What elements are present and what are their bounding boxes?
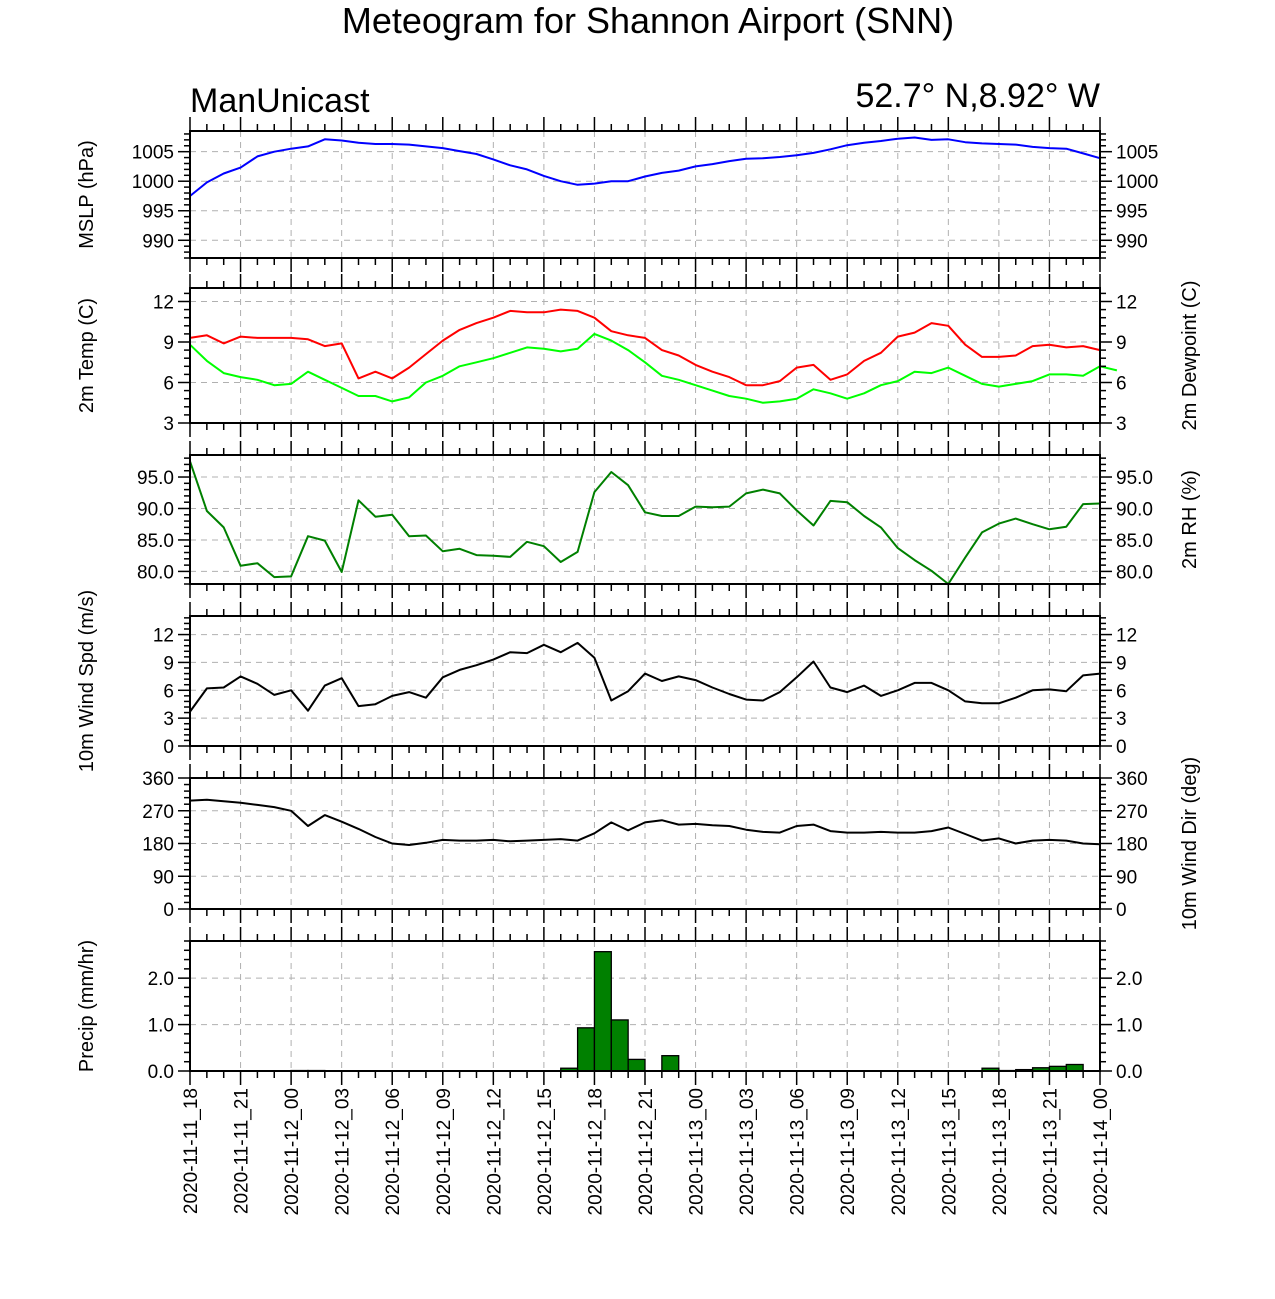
y-tick-label-left: 95.0 (137, 468, 174, 489)
y-tick-label-right: 9 (1116, 653, 1127, 674)
panel-6: 0.0 0.0 1.0 1.0 2.0 2.0 Precip (mm/hr) (76, 927, 1142, 1085)
y-tick-label-left: 1000 (132, 172, 174, 193)
panel-frame (189, 454, 1101, 585)
y-tick-label-left: 90.0 (137, 499, 174, 520)
panel-3: 80.0 80.0 85.0 85.0 90.0 90.0 95.0 95.0 2m RH (%… (137, 441, 1201, 598)
y-tick-label-right: 1005 (1116, 143, 1158, 164)
x-tick-label: 2020-11-13_12 (889, 1088, 910, 1215)
y-tick-label-left: 6 (163, 681, 174, 702)
precip-bar (610, 1019, 629, 1072)
y-tick-label-right: 995 (1116, 202, 1148, 223)
panel-frame (189, 130, 1101, 259)
panel-2: 3 3 6 6 9 9 12 12 2m Temp (C) 2m Dewpoint (C) (76, 274, 1201, 437)
wind-series-line (189, 641, 1101, 713)
y-tick-label-left: 180 (142, 835, 174, 856)
y-axis-label-left: MSLP (hPa) (76, 140, 98, 249)
y-tick-label-left: 0.0 (148, 1062, 174, 1083)
x-tick-label: 2020-11-13_00 (687, 1088, 708, 1215)
x-tick-label: 2020-11-14_00 (1091, 1088, 1112, 1215)
x-tick-label: 2020-11-11_18 (181, 1088, 202, 1214)
y-tick-label-right: 0 (1116, 737, 1127, 758)
y-tick-label-left: 990 (142, 231, 174, 252)
y-axis-label-right: 2m RH (%) (1179, 470, 1201, 569)
temp-series-line (189, 308, 1101, 387)
y-tick-label-left: 85.0 (137, 531, 174, 552)
x-tick-label: 2020-11-12_12 (484, 1088, 505, 1215)
x-tick-label: 2020-11-12_06 (383, 1088, 404, 1215)
x-tick-label: 2020-11-11_21 (232, 1088, 253, 1214)
y-tick-label-left: 270 (142, 802, 174, 823)
x-tick-label: 2020-11-13_15 (939, 1088, 960, 1215)
y-axis-label-right: 2m Dewpoint (C) (1179, 280, 1201, 430)
y-tick-label-right: 6 (1116, 681, 1127, 702)
station-name: ManUnicast (190, 82, 370, 120)
y-tick-label-right: 3 (1116, 709, 1127, 730)
x-tick-label: 2020-11-13_06 (788, 1088, 809, 1215)
y-tick-label-right: 90.0 (1116, 499, 1153, 520)
y-tick-label-left: 2.0 (148, 969, 174, 990)
y-tick-label-right: 95.0 (1116, 468, 1153, 489)
y-axis-label-left: 10m Wind Spd (m/s) (76, 590, 98, 772)
y-tick-label-right: 0.0 (1116, 1062, 1142, 1083)
station-coordinates: 52.7° N,8.92° W (855, 77, 1100, 115)
precip-bar (593, 951, 612, 1072)
y-tick-label-right: 360 (1116, 769, 1148, 790)
y-tick-label-left: 1.0 (148, 1016, 174, 1037)
y-tick-label-left: 12 (153, 293, 174, 314)
panel-1: 990 990 995 995 1000 1000 1005 1005 MSLP (hPa) (76, 117, 1158, 272)
y-tick-label-left: 6 (163, 374, 174, 395)
y-tick-label-left: 3 (163, 709, 174, 730)
panel-5: 0 0 90 90 180 180 270 270 360 360 10m Wind Dir (de… (142, 757, 1201, 930)
x-tick-label: 2020-11-12_21 (636, 1088, 657, 1215)
y-tick-label-left: 9 (163, 333, 174, 354)
y-tick-label-right: 12 (1116, 626, 1137, 647)
pressure-series-line (189, 136, 1101, 197)
x-tick-label: 2020-11-13_03 (737, 1088, 758, 1215)
y-tick-label-left: 9 (163, 653, 174, 674)
y-tick-label-right: 80.0 (1116, 562, 1153, 583)
x-tick-label: 2020-11-12_03 (333, 1088, 354, 1215)
x-tick-label: 2020-11-12_18 (585, 1088, 606, 1215)
y-axis-label-right: 10m Wind Dir (deg) (1179, 757, 1201, 930)
precip-bar (661, 1055, 680, 1072)
y-tick-label-left: 1005 (132, 143, 174, 164)
y-tick-label-left: 80.0 (137, 562, 174, 583)
y-tick-label-right: 1000 (1116, 172, 1158, 193)
y-tick-label-left: 0 (163, 900, 174, 921)
y-tick-label-right: 12 (1116, 293, 1137, 314)
wind-series-line (189, 798, 1101, 846)
dewpoint-series-line (189, 332, 1118, 404)
x-tick-label: 2020-11-13_18 (990, 1088, 1011, 1215)
x-tick-label: 2020-11-13_09 (838, 1088, 859, 1215)
y-tick-label-right: 180 (1116, 835, 1148, 856)
y-tick-label-right: 9 (1116, 333, 1127, 354)
y-tick-label-right: 3 (1116, 414, 1127, 435)
y-tick-label-left: 995 (142, 202, 174, 223)
y-tick-label-left: 0 (163, 737, 174, 758)
y-tick-label-left: 12 (153, 626, 174, 647)
y-tick-label-right: 990 (1116, 231, 1148, 252)
x-tick-label: 2020-11-13_21 (1040, 1088, 1061, 1215)
y-tick-label-right: 270 (1116, 802, 1148, 823)
y-tick-label-left: 360 (142, 769, 174, 790)
x-tick-label: 2020-11-12_15 (535, 1088, 556, 1215)
y-tick-label-left: 90 (153, 867, 174, 888)
x-tick-label: 2020-11-12_00 (282, 1088, 303, 1215)
y-tick-label-right: 85.0 (1116, 531, 1153, 552)
x-tick-label: 2020-11-12_09 (434, 1088, 455, 1215)
y-axis-label-left: Precip (mm/hr) (76, 940, 98, 1072)
y-tick-label-right: 90 (1116, 867, 1137, 888)
y-tick-label-right: 0 (1116, 900, 1127, 921)
y-tick-label-right: 2.0 (1116, 969, 1142, 990)
precip-bar (576, 1027, 596, 1072)
precip-bar (627, 1058, 646, 1072)
y-tick-label-left: 3 (163, 414, 174, 435)
y-tick-label-right: 1.0 (1116, 1016, 1142, 1037)
chart-title: Meteogram for Shannon Airport (SNN) (342, 0, 954, 41)
panel-4: 0 0 3 3 6 6 9 9 12 12 10m Wind Spd (m/s) (76, 590, 1137, 772)
y-axis-label-left: 2m Temp (C) (76, 298, 98, 413)
y-tick-label-right: 6 (1116, 374, 1127, 395)
